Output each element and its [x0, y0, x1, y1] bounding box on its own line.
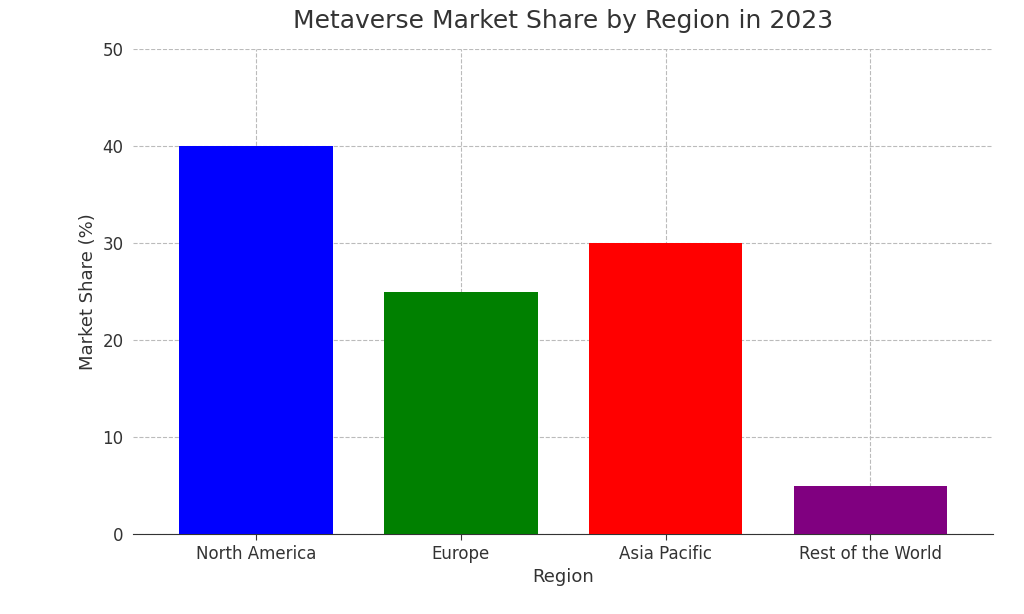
- Bar: [179, 146, 333, 534]
- Bar: [589, 243, 742, 534]
- Bar: [794, 486, 947, 534]
- Title: Metaverse Market Share by Region in 2023: Metaverse Market Share by Region in 2023: [293, 9, 834, 33]
- Y-axis label: Market Share (%): Market Share (%): [79, 213, 96, 370]
- X-axis label: Region: Region: [532, 568, 594, 586]
- Bar: [384, 292, 538, 534]
